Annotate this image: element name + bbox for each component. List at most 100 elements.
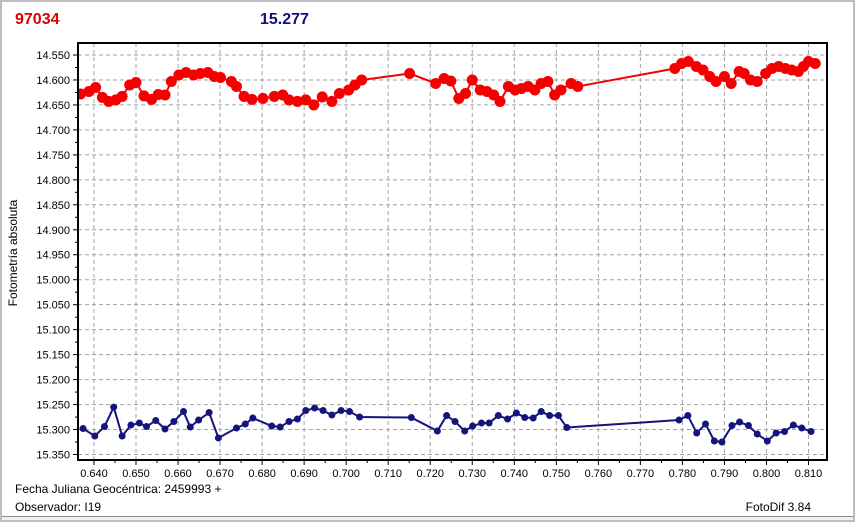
- comparison-curve-red-point: [718, 70, 730, 82]
- target-curve-blue-point: [807, 428, 815, 436]
- target-curve-blue: [79, 403, 815, 446]
- x-tick-label: 0.720: [416, 468, 444, 480]
- target-curve-blue-point: [763, 437, 771, 445]
- comparison-curve-red-point: [555, 84, 567, 96]
- comparison-curve-red-point: [130, 76, 142, 88]
- comparison-curve-red-point: [466, 74, 478, 86]
- comparison-curve-red-point: [159, 89, 171, 101]
- target-curve-blue-point: [302, 407, 310, 415]
- target-curve-blue-point: [702, 420, 710, 428]
- target-curve-blue-point: [319, 407, 327, 415]
- comparison-curve-red-point: [283, 94, 295, 106]
- y-tick-label: 14.550: [36, 50, 70, 62]
- y-tick-label: 14.650: [36, 100, 70, 112]
- y-tick-label: 14.750: [36, 150, 70, 162]
- window-bottom-strip: [2, 516, 853, 520]
- target-curve-blue-point: [537, 408, 545, 416]
- target-curve-blue-point: [205, 409, 213, 417]
- x-tick-label: 0.670: [206, 468, 234, 480]
- y-tick-label: 15.050: [36, 300, 70, 312]
- app-version-label: FotoDif 3.84: [745, 500, 811, 514]
- comparison-curve-red-point: [165, 75, 177, 87]
- x-tick-label: 0.810: [795, 468, 823, 480]
- comparison-curve-red-point: [268, 90, 280, 102]
- target-curve-blue-point: [100, 423, 108, 431]
- target-curve-blue-point: [110, 403, 118, 411]
- y-tick-label: 14.800: [36, 175, 70, 187]
- object-id-label: 97034: [15, 11, 60, 28]
- target-curve-blue-point: [504, 415, 512, 423]
- y-tick-label: 14.600: [36, 75, 70, 87]
- y-tick-label: 15.200: [36, 375, 70, 387]
- comparison-curve-red-point: [572, 80, 584, 92]
- comparison-curve-red-point: [725, 77, 737, 89]
- comparison-curve-red-point: [460, 87, 472, 99]
- comparison-curve-red-point: [404, 67, 416, 79]
- observer-label: Observador: I19: [15, 500, 102, 514]
- target-curve-blue-point: [118, 432, 126, 440]
- target-curve-blue-point: [529, 414, 537, 422]
- x-tick-label: 0.780: [669, 468, 697, 480]
- target-curve-blue-point: [478, 419, 486, 427]
- comparison-curve-red-point: [230, 80, 242, 92]
- target-curve-blue-point: [143, 423, 151, 431]
- x-tick-label: 0.740: [501, 468, 529, 480]
- target-curve-blue-point: [276, 423, 284, 431]
- x-tick-label: 0.750: [543, 468, 571, 480]
- target-curve-blue-point: [232, 424, 240, 432]
- target-curve-blue-point: [152, 417, 160, 425]
- mean-magnitude-label: 15.277: [260, 11, 309, 28]
- target-curve-blue-point: [736, 418, 744, 426]
- target-curve-blue-point: [744, 422, 752, 430]
- target-curve-blue-point: [161, 425, 169, 433]
- x-tick-label: 0.680: [248, 468, 276, 480]
- y-tick-label: 15.000: [36, 275, 70, 287]
- comparison-curve-red-point: [257, 92, 269, 104]
- x-tick-label: 0.660: [164, 468, 192, 480]
- plot-border: [77, 42, 828, 461]
- comparison-curve-red: [78, 55, 821, 111]
- y-tick-label: 15.100: [36, 325, 70, 337]
- target-curve-blue-point: [546, 412, 554, 420]
- x-tick-label: 0.730: [458, 468, 486, 480]
- target-curve-blue-point: [710, 437, 718, 445]
- target-curve-blue-point: [186, 423, 194, 431]
- target-curve-blue-point: [135, 419, 143, 427]
- target-curve-blue-point: [346, 408, 354, 416]
- target-curve-blue-point: [170, 418, 178, 426]
- comparison-curve-red-point: [430, 77, 442, 89]
- x-tick-label: 0.710: [374, 468, 402, 480]
- comparison-curve-red-point: [445, 75, 457, 87]
- y-tick-label: 14.850: [36, 200, 70, 212]
- target-curve-blue-point: [214, 434, 222, 442]
- target-curve-blue-point: [554, 412, 562, 420]
- target-curve-blue-point: [718, 438, 726, 446]
- target-curve-blue-point: [91, 432, 99, 440]
- target-curve-blue-point: [461, 427, 469, 435]
- target-curve-blue-point: [433, 427, 441, 435]
- target-curve-blue-point: [563, 424, 571, 432]
- target-curve-blue-point: [772, 429, 780, 437]
- comparison-curve-red-point: [682, 55, 694, 67]
- target-curve-blue-point: [241, 420, 249, 428]
- x-tick-label: 0.760: [585, 468, 613, 480]
- comparison-curve-red-point: [308, 99, 320, 111]
- target-curve-blue-point: [693, 429, 701, 437]
- comparison-curve-red-point: [326, 95, 338, 107]
- comparison-curve-red-point: [333, 87, 345, 99]
- y-tick-label: 15.250: [36, 400, 70, 412]
- julian-date-label: Fecha Juliana Geocéntrica: 2459993 +: [15, 482, 222, 496]
- target-curve-blue-point: [675, 416, 683, 424]
- target-curve-blue-point: [337, 407, 345, 415]
- comparison-curve-red-point: [356, 74, 368, 86]
- y-tick-label: 15.350: [36, 450, 70, 462]
- y-tick-label: 14.700: [36, 125, 70, 137]
- target-curve-blue-point: [798, 424, 806, 432]
- y-tick-label: 15.150: [36, 350, 70, 362]
- target-curve-blue-point: [469, 422, 477, 430]
- comparison-curve-red-point: [300, 94, 312, 106]
- photometry-chart: 0.640 0.650 0.660 0.670 0.680 0.690 0.700 0.710…: [36, 42, 828, 480]
- target-curve-blue-point: [485, 419, 493, 427]
- target-curve-blue-point: [293, 415, 301, 423]
